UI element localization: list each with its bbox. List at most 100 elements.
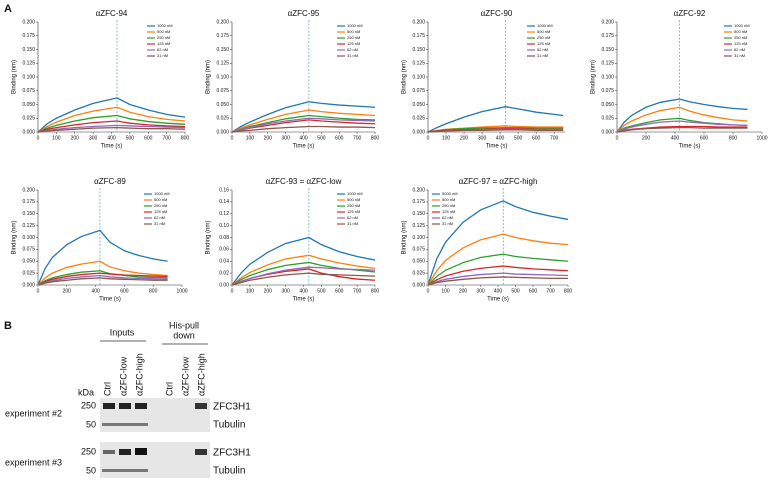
marker-label: 50	[86, 465, 96, 475]
y-tick-label: 0.025	[601, 116, 614, 122]
y-tick-label: 0.125	[22, 61, 35, 67]
blot-membrane	[100, 398, 210, 432]
panel-label: A	[4, 3, 12, 15]
y-tick-label: 0.100	[412, 74, 425, 80]
x-tick-label: 0	[37, 288, 40, 294]
series-line	[616, 98, 748, 133]
lane-label: αZFC-high	[134, 353, 144, 396]
legend-label: 31 nM	[347, 53, 358, 58]
band	[119, 449, 131, 455]
y-tick-label: 0.200	[601, 19, 614, 25]
y-tick-label: 0.075	[412, 247, 425, 253]
y-tick-label: 0.08	[219, 235, 229, 241]
y-tick-label: 0.00	[219, 282, 229, 288]
y-tick-label: 0.14	[219, 199, 229, 205]
series-line	[37, 270, 168, 286]
legend-label: 500 nM	[157, 29, 170, 34]
y-tick-label: 0.200	[412, 19, 425, 25]
y-tick-label: 0.000	[22, 129, 35, 135]
x-tick-label: 400	[107, 135, 116, 141]
x-tick-label: 400	[496, 135, 505, 141]
x-tick-label: 0	[37, 135, 40, 141]
chart-title: αZFC-93 = αZFC-low	[266, 177, 342, 186]
legend-label: 1000 nM	[734, 23, 750, 28]
y-tick-label: 0.125	[22, 223, 35, 229]
series-line	[37, 126, 186, 133]
group-label: His-pull	[169, 320, 199, 330]
chart-title: αZFC-92	[674, 9, 706, 18]
x-tick-label: 500	[317, 288, 326, 294]
series-line	[616, 126, 748, 133]
legend-label: 500 nM	[442, 197, 455, 202]
legend-label: 1000 nM	[154, 191, 170, 196]
y-tick-label: 0.075	[216, 88, 229, 94]
band	[135, 403, 147, 409]
series-line	[37, 114, 186, 133]
y-tick-label: 0.150	[216, 47, 229, 53]
legend-label: 250 nM	[347, 35, 360, 40]
x-tick-label: 300	[478, 135, 487, 141]
band	[195, 403, 207, 409]
y-tick-label: 0.175	[216, 33, 229, 39]
series-line	[616, 120, 748, 133]
x-axis-label: Time (s)	[679, 144, 701, 150]
experiment-label: experiment #3	[5, 457, 62, 467]
y-axis-label: Binding (nm)	[591, 60, 597, 94]
legend-label: 500 nM	[734, 29, 747, 34]
y-tick-label: 0.175	[412, 33, 425, 39]
x-tick-label: 200	[459, 288, 468, 294]
y-tick-label: 0.12	[219, 211, 229, 217]
y-tick-label: 0.025	[216, 116, 229, 122]
y-tick-label: 0.050	[22, 102, 35, 108]
x-tick-label: 1000	[756, 135, 767, 141]
x-tick-label: 600	[532, 135, 541, 141]
y-tick-label: 0.075	[412, 88, 425, 94]
x-tick-label: 700	[353, 288, 362, 294]
y-tick-label: 0.16	[219, 187, 229, 193]
x-tick-label: 700	[353, 135, 362, 141]
series-line	[231, 117, 376, 133]
x-tick-label: 700	[162, 135, 171, 141]
y-tick-label: 0.200	[216, 19, 229, 25]
y-tick-label: 0.050	[22, 259, 35, 265]
y-tick-label: 0.025	[412, 116, 425, 122]
y-tick-label: 0.050	[601, 102, 614, 108]
legend-label: 62 nM	[734, 47, 745, 52]
band	[102, 423, 148, 426]
marker-label: 250	[81, 446, 96, 456]
series-line	[427, 129, 564, 133]
y-tick-label: 0.125	[601, 61, 614, 67]
x-tick-label: 800	[181, 135, 190, 141]
x-tick-label: 100	[442, 135, 451, 141]
band	[103, 450, 115, 454]
y-tick-label: 0.075	[22, 88, 35, 94]
x-tick-label: 500	[514, 135, 523, 141]
y-tick-label: 0.175	[22, 33, 35, 39]
lane-label: Ctrl	[102, 382, 112, 396]
y-tick-label: 0.100	[22, 74, 35, 80]
x-tick-label: 200	[71, 135, 80, 141]
y-tick-label: 0.150	[22, 47, 35, 53]
x-tick-label: 600	[120, 288, 129, 294]
x-tick-label: 800	[564, 288, 573, 294]
x-tick-label: 800	[371, 135, 380, 141]
y-tick-label: 0.100	[601, 74, 614, 80]
x-axis-label: Time (s)	[293, 144, 315, 150]
series-line	[231, 109, 376, 133]
x-tick-label: 400	[299, 288, 308, 294]
x-tick-label: 1000	[176, 288, 187, 294]
band	[102, 469, 148, 472]
x-tick-label: 100	[52, 135, 61, 141]
x-axis-label: Time (s)	[486, 144, 508, 150]
series-line	[37, 229, 168, 286]
series-line	[231, 236, 376, 286]
legend-label: 125 nM	[347, 41, 360, 46]
series-line	[427, 106, 564, 133]
series-line	[231, 254, 376, 286]
y-tick-label: 0.125	[216, 61, 229, 67]
y-tick-label: 0.000	[216, 129, 229, 135]
series-line	[427, 233, 569, 286]
lane-label: Ctrl	[164, 382, 174, 396]
x-tick-label: 600	[335, 135, 344, 141]
series-line	[231, 101, 376, 133]
